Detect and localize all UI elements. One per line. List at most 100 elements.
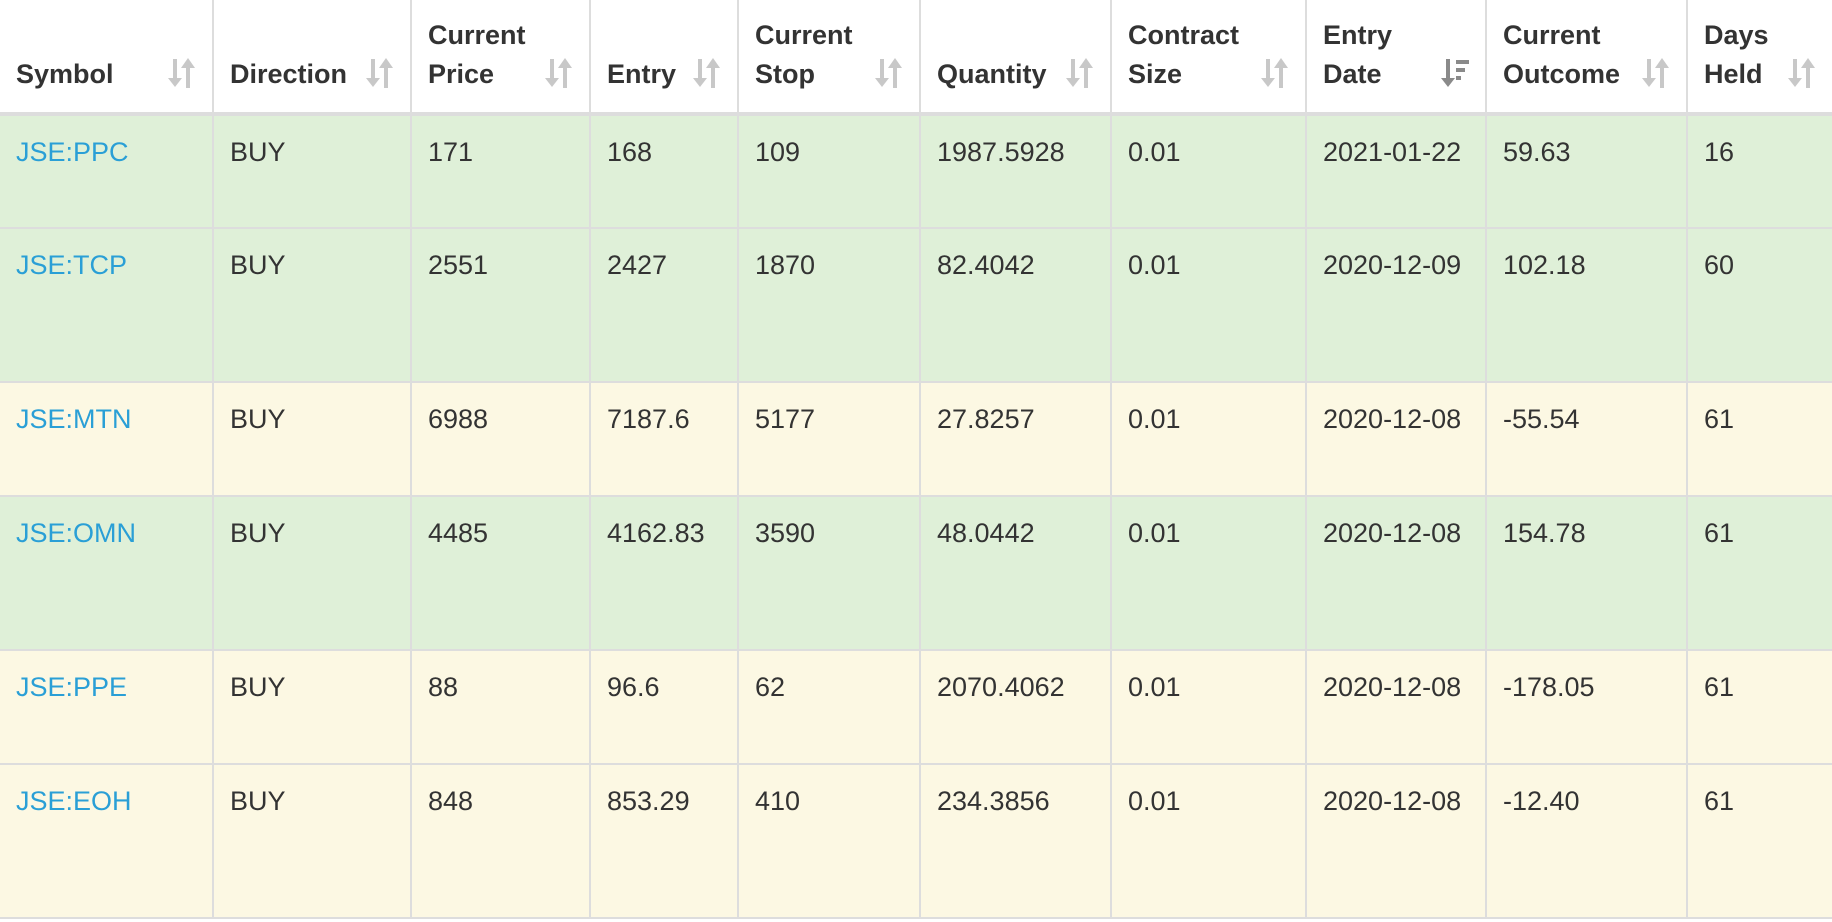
symbol-link[interactable]: JSE:TCP [16, 250, 128, 280]
cell-direction: BUY [213, 228, 412, 383]
sort-both-icon [1788, 58, 1815, 88]
column-header-contract-size[interactable]: Contract Size [1111, 0, 1307, 116]
cell-quantity: 1987.5928 [920, 114, 1112, 229]
cell-entry-date: 2020-12-09 [1306, 228, 1487, 383]
column-header-label: Entry [607, 59, 677, 89]
cell-current-outcome: 59.63 [1486, 114, 1688, 229]
sort-descending-icon [1441, 59, 1469, 87]
symbol-link[interactable]: JSE:OMN [16, 518, 137, 548]
cell-current-price: 6988 [411, 382, 591, 497]
column-header-label: Symbol [16, 59, 114, 89]
cell-current-outcome: -55.54 [1486, 382, 1688, 497]
column-header-label: Current Stop [755, 20, 853, 89]
cell-current-stop: 3590 [738, 496, 921, 651]
cell-contract-size: 0.01 [1111, 228, 1307, 383]
cell-quantity: 27.8257 [920, 382, 1112, 497]
cell-current-price: 88 [411, 650, 591, 765]
cell-current-stop: 1870 [738, 228, 921, 383]
symbol-link[interactable]: JSE:MTN [16, 404, 132, 434]
cell-current-stop: 410 [738, 764, 921, 919]
cell-symbol: JSE:TCP [0, 228, 214, 383]
table-row: JSE:PPE BUY 88 96.6 62 2070.4062 0.01 2020-12-0… [0, 650, 1832, 765]
cell-direction: BUY [213, 650, 412, 765]
sort-both-icon [1261, 58, 1288, 88]
cell-days-held: 61 [1687, 496, 1832, 651]
cell-entry-date: 2020-12-08 [1306, 764, 1487, 919]
cell-current-stop: 5177 [738, 382, 921, 497]
cell-direction: BUY [213, 114, 412, 229]
cell-contract-size: 0.01 [1111, 650, 1307, 765]
cell-entry: 853.29 [590, 764, 739, 919]
sort-both-icon [693, 58, 720, 88]
cell-days-held: 61 [1687, 650, 1832, 765]
cell-days-held: 61 [1687, 764, 1832, 919]
cell-entry-date: 2021-01-22 [1306, 114, 1487, 229]
column-header-symbol[interactable]: Symbol [0, 0, 214, 116]
cell-entry: 4162.83 [590, 496, 739, 651]
column-header-current-stop[interactable]: Current Stop [738, 0, 921, 116]
table-row: JSE:TCP BUY 2551 2427 1870 82.4042 0.01 2020-12… [0, 228, 1832, 383]
cell-days-held: 16 [1687, 114, 1832, 229]
symbol-link[interactable]: JSE:EOH [16, 786, 132, 816]
cell-current-stop: 62 [738, 650, 921, 765]
column-header-entry-date[interactable]: Entry Date [1306, 0, 1487, 116]
column-header-label: Entry Date [1323, 20, 1393, 89]
cell-symbol: JSE:PPE [0, 650, 214, 765]
cell-symbol: JSE:EOH [0, 764, 214, 919]
cell-current-outcome: 154.78 [1486, 496, 1688, 651]
cell-entry-date: 2020-12-08 [1306, 496, 1487, 651]
cell-current-price: 171 [411, 114, 591, 229]
cell-contract-size: 0.01 [1111, 382, 1307, 497]
column-header-days-held[interactable]: Days Held [1687, 0, 1832, 116]
cell-current-price: 848 [411, 764, 591, 919]
cell-entry-date: 2020-12-08 [1306, 382, 1487, 497]
column-header-entry[interactable]: Entry [590, 0, 739, 116]
cell-entry: 7187.6 [590, 382, 739, 497]
table-row: JSE:PPC BUY 171 168 109 1987.5928 0.01 2021-01-… [0, 114, 1832, 229]
column-header-direction[interactable]: Direction [213, 0, 412, 116]
symbol-link[interactable]: JSE:PPC [16, 137, 129, 167]
cell-current-price: 4485 [411, 496, 591, 651]
table-row: JSE:OMN BUY 4485 4162.83 3590 48.0442 0.01 2020… [0, 496, 1832, 651]
cell-days-held: 60 [1687, 228, 1832, 383]
cell-days-held: 61 [1687, 382, 1832, 497]
column-header-label: Current Price [428, 20, 526, 89]
cell-entry: 2427 [590, 228, 739, 383]
column-header-label: Quantity [937, 59, 1047, 89]
symbol-link[interactable]: JSE:PPE [16, 672, 128, 702]
column-header-label: Current Outcome [1503, 20, 1621, 89]
cell-direction: BUY [213, 382, 412, 497]
cell-current-stop: 109 [738, 114, 921, 229]
cell-entry: 96.6 [590, 650, 739, 765]
cell-direction: BUY [213, 764, 412, 919]
cell-symbol: JSE:PPC [0, 114, 214, 229]
sort-both-icon [1066, 58, 1093, 88]
column-header-label: Days Held [1704, 20, 1769, 89]
cell-entry: 168 [590, 114, 739, 229]
cell-current-outcome: -178.05 [1486, 650, 1688, 765]
cell-contract-size: 0.01 [1111, 764, 1307, 919]
sort-both-icon [168, 58, 195, 88]
table-header: Symbol Direction Current Price Entry Current… [0, 0, 1832, 116]
cell-quantity: 234.3856 [920, 764, 1112, 919]
table-row: JSE:MTN BUY 6988 7187.6 5177 27.8257 0.01 2020-… [0, 382, 1832, 497]
sort-both-icon [875, 58, 902, 88]
column-header-label: Contract Size [1128, 20, 1240, 89]
column-header-current-price[interactable]: Current Price [411, 0, 591, 116]
cell-direction: BUY [213, 496, 412, 651]
column-header-label: Direction [230, 59, 348, 89]
header-row: Symbol Direction Current Price Entry Current… [0, 0, 1832, 116]
cell-quantity: 82.4042 [920, 228, 1112, 383]
cell-quantity: 2070.4062 [920, 650, 1112, 765]
sort-both-icon [366, 58, 393, 88]
sort-both-icon [545, 58, 572, 88]
cell-contract-size: 0.01 [1111, 114, 1307, 229]
cell-quantity: 48.0442 [920, 496, 1112, 651]
cell-entry-date: 2020-12-08 [1306, 650, 1487, 765]
column-header-current-outcome[interactable]: Current Outcome [1486, 0, 1688, 116]
sort-both-icon [1642, 58, 1669, 88]
column-header-quantity[interactable]: Quantity [920, 0, 1112, 116]
cell-symbol: JSE:OMN [0, 496, 214, 651]
table-row: JSE:EOH BUY 848 853.29 410 234.3856 0.01 2020-1… [0, 764, 1832, 919]
